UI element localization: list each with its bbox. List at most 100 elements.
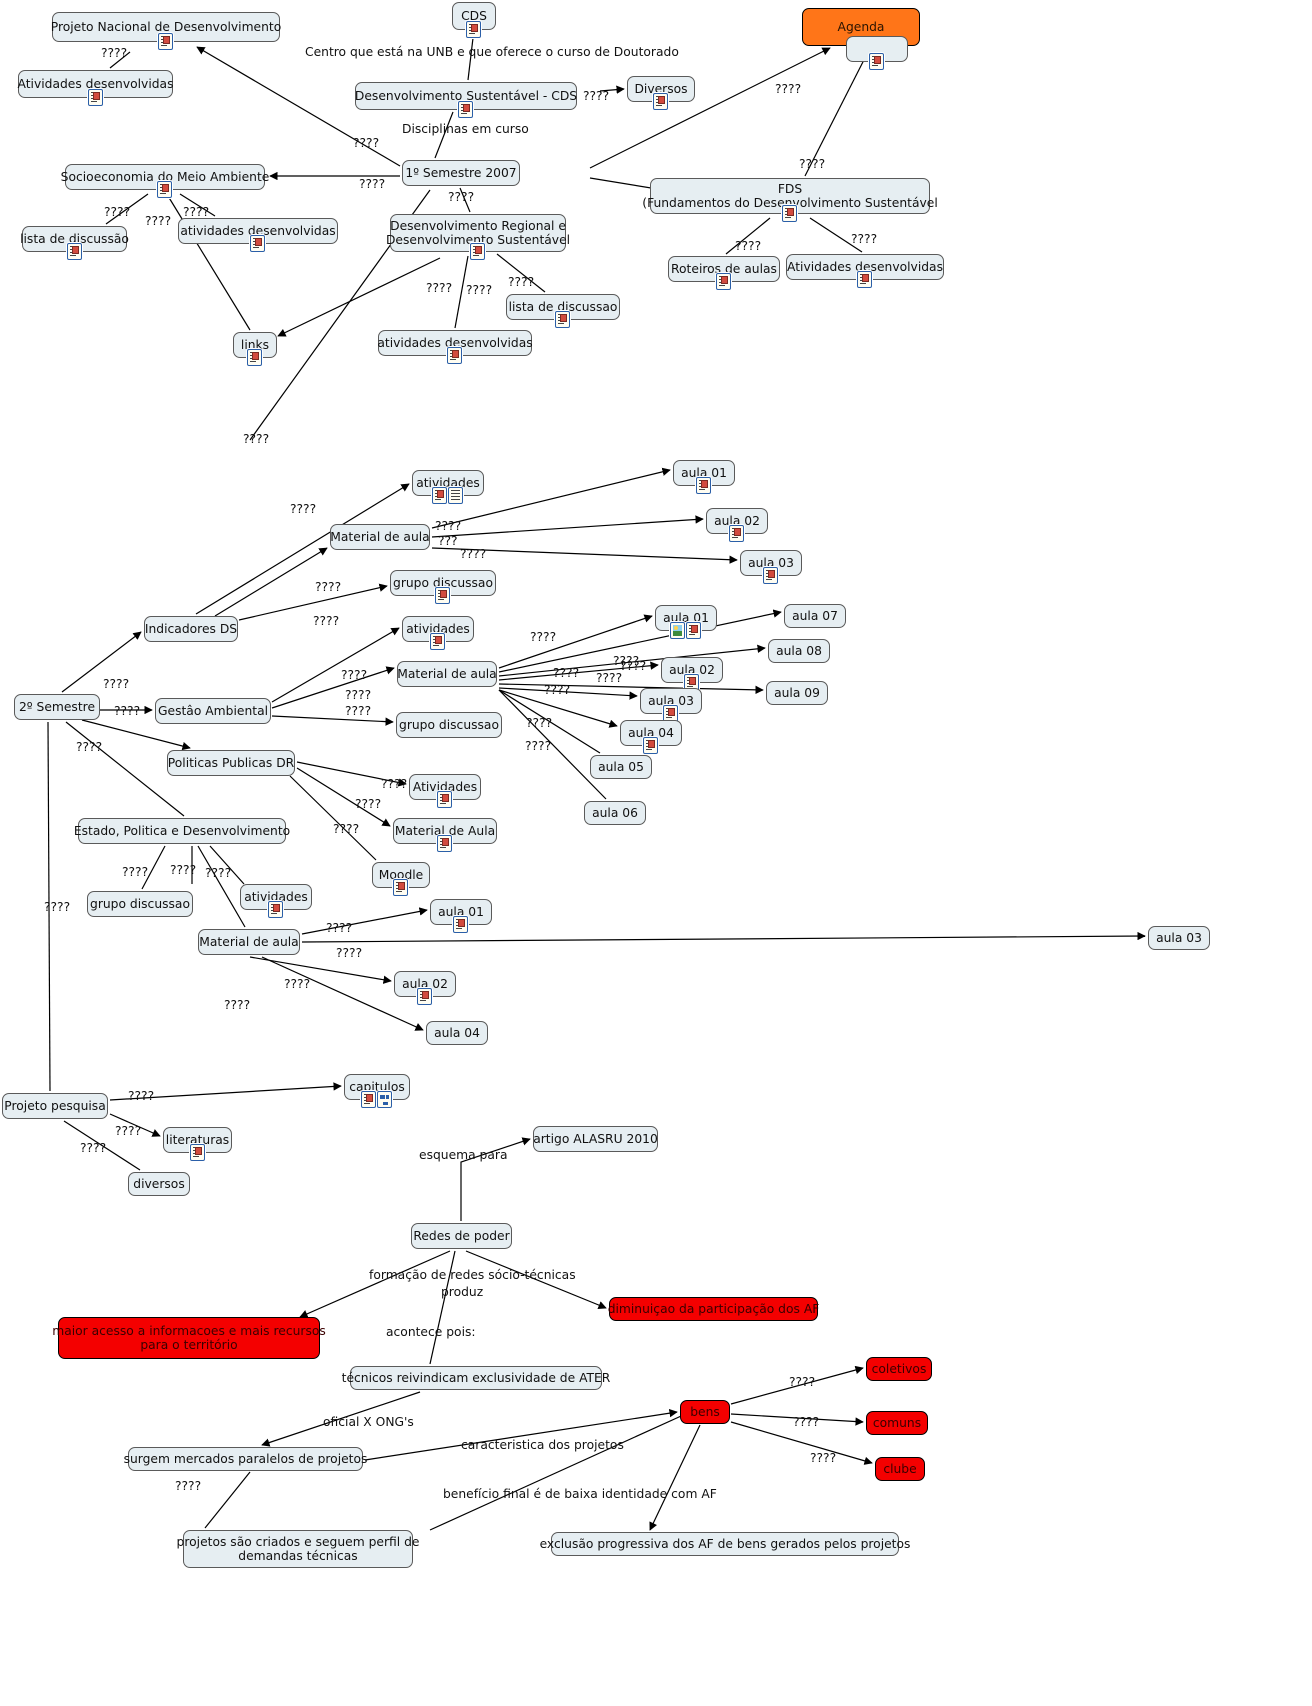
doc-icon[interactable] [66, 243, 82, 260]
doc-icon[interactable] [417, 988, 432, 1005]
doc-icon[interactable] [686, 622, 701, 639]
n-segundo-semestre[interactable]: 2º Semestre [14, 694, 100, 720]
n-gestao-ambiental[interactable]: Gestâo Ambiental [155, 698, 271, 724]
n-aula04-b[interactable]: aula 04 [426, 1021, 488, 1045]
node-icon-group[interactable] [763, 567, 778, 584]
doc-icon[interactable] [555, 311, 570, 328]
n-coletivos[interactable]: coletivos [866, 1357, 932, 1381]
n-aula03-c[interactable]: aula 03 [1148, 926, 1210, 950]
n-grupo-discussao-1[interactable]: grupo discussao [390, 570, 496, 596]
n-aula04[interactable]: aula 04 [620, 720, 682, 746]
node-icon-group[interactable] [437, 791, 452, 808]
node-icon-group[interactable] [782, 205, 797, 222]
node-icon-group[interactable] [157, 181, 172, 198]
node-icon-group[interactable] [729, 525, 744, 542]
node-icon-group[interactable] [555, 311, 570, 328]
node-icon-group[interactable] [643, 737, 658, 754]
doc-icon[interactable] [466, 21, 481, 38]
node-icon-group[interactable] [158, 33, 173, 50]
node-icon-group[interactable] [458, 101, 473, 118]
doc-icon[interactable] [447, 347, 462, 364]
doc-icon[interactable] [432, 487, 447, 504]
node-icon-group[interactable] [268, 901, 283, 918]
node-icon-group[interactable] [66, 243, 82, 260]
n-material-aula-1[interactable]: Material de aula [330, 524, 430, 550]
doc-icon[interactable] [437, 835, 452, 852]
n-material-aula-3[interactable]: Material de Aula [393, 818, 497, 844]
n-atividades-desenvolvidas-2[interactable]: atividades desenvolvidas [178, 218, 338, 244]
node-icon-group[interactable] [361, 1091, 392, 1108]
doc-icon[interactable] [653, 93, 668, 110]
doc-icon[interactable] [437, 791, 452, 808]
doc-icon[interactable] [250, 235, 265, 252]
n-aula07[interactable]: aula 07 [784, 604, 846, 628]
n-surgem-mercados[interactable]: surgem mercados paralelos de projetos [124, 1447, 367, 1471]
n-aula09[interactable]: aula 09 [766, 681, 828, 705]
node-icon-group[interactable] [670, 622, 701, 639]
n-primeiro-semestre[interactable]: 1º Semestre 2007 [402, 160, 520, 186]
plain-doc-icon[interactable] [448, 487, 463, 504]
node-icon-group[interactable] [393, 879, 408, 896]
node-icon-group[interactable] [716, 273, 731, 290]
n-aula06[interactable]: aula 06 [584, 801, 646, 825]
node-icon-group[interactable] [869, 53, 884, 70]
n-exclusao[interactable]: exclusão progressiva dos AF de bens gera… [540, 1532, 910, 1556]
doc-icon[interactable] [470, 243, 485, 260]
node-icon-group[interactable] [466, 21, 481, 38]
doc-icon[interactable] [268, 901, 283, 918]
n-aula03-a[interactable]: aula 03 [740, 550, 802, 576]
node-icon-group[interactable] [430, 633, 445, 650]
node-icon-group[interactable] [189, 1144, 205, 1161]
pic-icon[interactable] [670, 622, 685, 639]
n-redes-poder[interactable]: Redes de poder [411, 1223, 512, 1249]
n-material-aula-2[interactable]: Material de aula [397, 661, 497, 687]
node-icon-group[interactable] [453, 916, 468, 933]
n-indicadores-ds[interactable]: Indicadores DS [144, 616, 238, 642]
doc-icon[interactable] [458, 101, 473, 118]
doc-icon[interactable] [393, 879, 408, 896]
doc-icon[interactable] [763, 567, 778, 584]
doc-icon[interactable] [857, 271, 872, 288]
tree-icon[interactable] [377, 1091, 392, 1108]
doc-icon[interactable] [869, 53, 884, 70]
n-aula05[interactable]: aula 05 [590, 755, 652, 779]
n-fds[interactable]: FDS (Fundamentos do Desenvolvimento Sust… [642, 178, 938, 214]
n-artigo-alasru[interactable]: artigo ALASRU 2010 [533, 1126, 658, 1152]
node-icon-group[interactable] [247, 349, 262, 366]
node-icon-group[interactable] [437, 835, 452, 852]
node-icon-group[interactable] [432, 487, 463, 504]
n-aula08[interactable]: aula 08 [768, 639, 830, 663]
doc-icon[interactable] [158, 33, 173, 50]
doc-icon[interactable] [430, 633, 445, 650]
n-capitulos[interactable]: capitulos [344, 1074, 410, 1100]
n-maior-acesso[interactable]: maior acesso a informacoes e mais recurs… [52, 1317, 326, 1359]
node-icon-group[interactable] [696, 477, 711, 494]
n-grupo-discussao-3[interactable]: grupo discussao [87, 891, 193, 917]
doc-icon[interactable] [453, 916, 468, 933]
doc-icon[interactable] [696, 477, 711, 494]
n-diminuicao[interactable]: diminuiçao da participação dos AF [608, 1297, 819, 1321]
n-links[interactable]: links [233, 332, 277, 358]
node-icon-group[interactable] [470, 243, 485, 260]
node-icon-group[interactable] [250, 235, 265, 252]
n-diversos-2[interactable]: diversos [128, 1172, 190, 1196]
node-icon-group[interactable] [447, 347, 462, 364]
n-politicas-publicas-dr[interactable]: Politicas Publicas DR [167, 750, 295, 776]
n-grupo-discussao-2[interactable]: grupo discussao [396, 712, 502, 738]
node-icon-group[interactable] [87, 89, 103, 106]
n-projetos-criados[interactable]: projetos são criados e seguem perfil de … [177, 1530, 419, 1568]
n-aula03-b[interactable]: aula 03 [640, 688, 702, 714]
doc-icon[interactable] [782, 205, 797, 222]
node-icon-group[interactable] [435, 587, 450, 604]
node-icon-group[interactable] [653, 93, 668, 110]
doc-icon[interactable] [247, 349, 262, 366]
node-icon-group[interactable] [417, 988, 432, 1005]
doc-icon[interactable] [157, 181, 172, 198]
node-icon-group[interactable] [857, 271, 872, 288]
n-projeto-pesquisa[interactable]: Projeto pesquisa [2, 1093, 108, 1119]
n-clube[interactable]: clube [875, 1457, 925, 1481]
n-tecnicos-ater[interactable]: técnicos reivindicam exclusividade de AT… [342, 1366, 610, 1390]
n-bens[interactable]: bens [680, 1400, 730, 1424]
n-estado-politica[interactable]: Estado, Politica e Desenvolvimento [74, 818, 290, 844]
doc-icon[interactable] [729, 525, 744, 542]
